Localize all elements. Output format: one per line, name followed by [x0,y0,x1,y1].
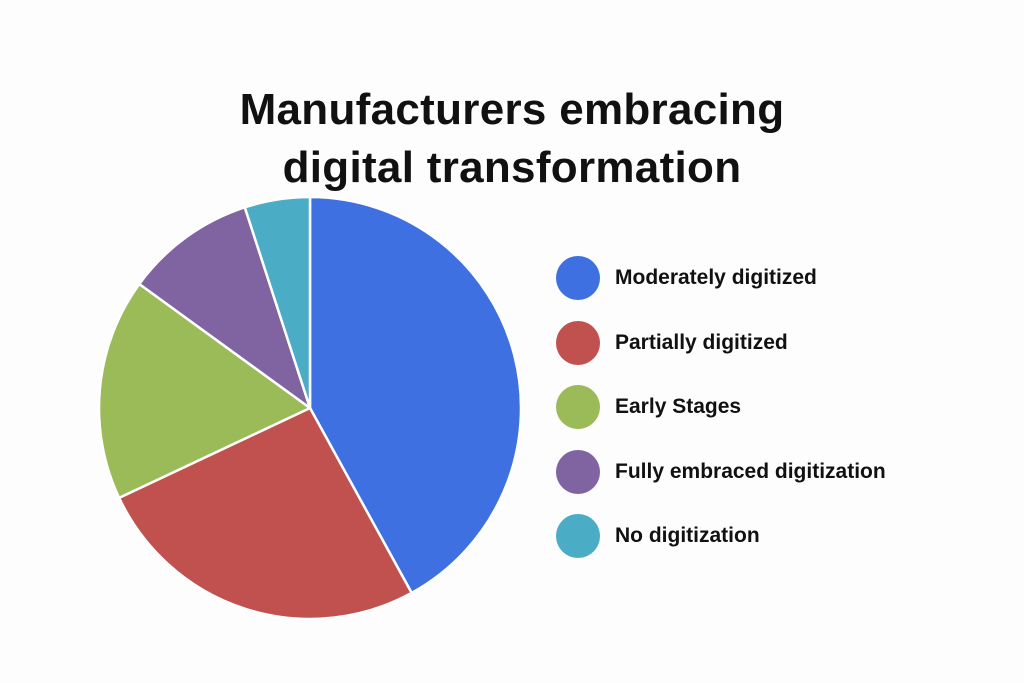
chart-title-line-1: Manufacturers embracing [239,85,785,135]
pie-chart [97,195,523,621]
legend-item-no-digitization: No digitization [556,514,886,558]
legend-swatch [556,449,600,494]
legend-swatch [556,385,600,429]
legend-label: Fully embraced digitization [615,459,886,483]
legend-swatch [556,256,600,300]
legend-item-partially-digitized: Partially digitized [556,320,886,365]
chart-legend: Moderately digitized Partially digitized E… [556,256,886,579]
legend-label: Early Stages [615,395,742,418]
chart-title-line-2: digital transformation [282,143,742,193]
legend-item-early-stages: Early Stages [556,385,886,429]
legend-item-moderately-digitized: Moderately digitized [556,256,886,300]
pie-slice-partially-digitized [117,406,413,621]
legend-label: No digitization [615,524,760,547]
pie-slice-no-digitization [243,195,312,410]
pie-slice-early-stages [97,282,312,500]
pie-slice-fully-embraced-digitization [138,206,312,410]
pie-slice-moderately-digitized [308,195,523,595]
legend-swatch [556,514,600,558]
legend-item-fully-embraced-digitization: Fully embraced digitization [556,449,886,494]
legend-label: Moderately digitized [615,266,817,289]
legend-swatch [556,320,600,365]
chart-title: Manufacturers embracing digital transfor… [0,81,1024,197]
legend-label: Partially digitized [615,330,788,354]
